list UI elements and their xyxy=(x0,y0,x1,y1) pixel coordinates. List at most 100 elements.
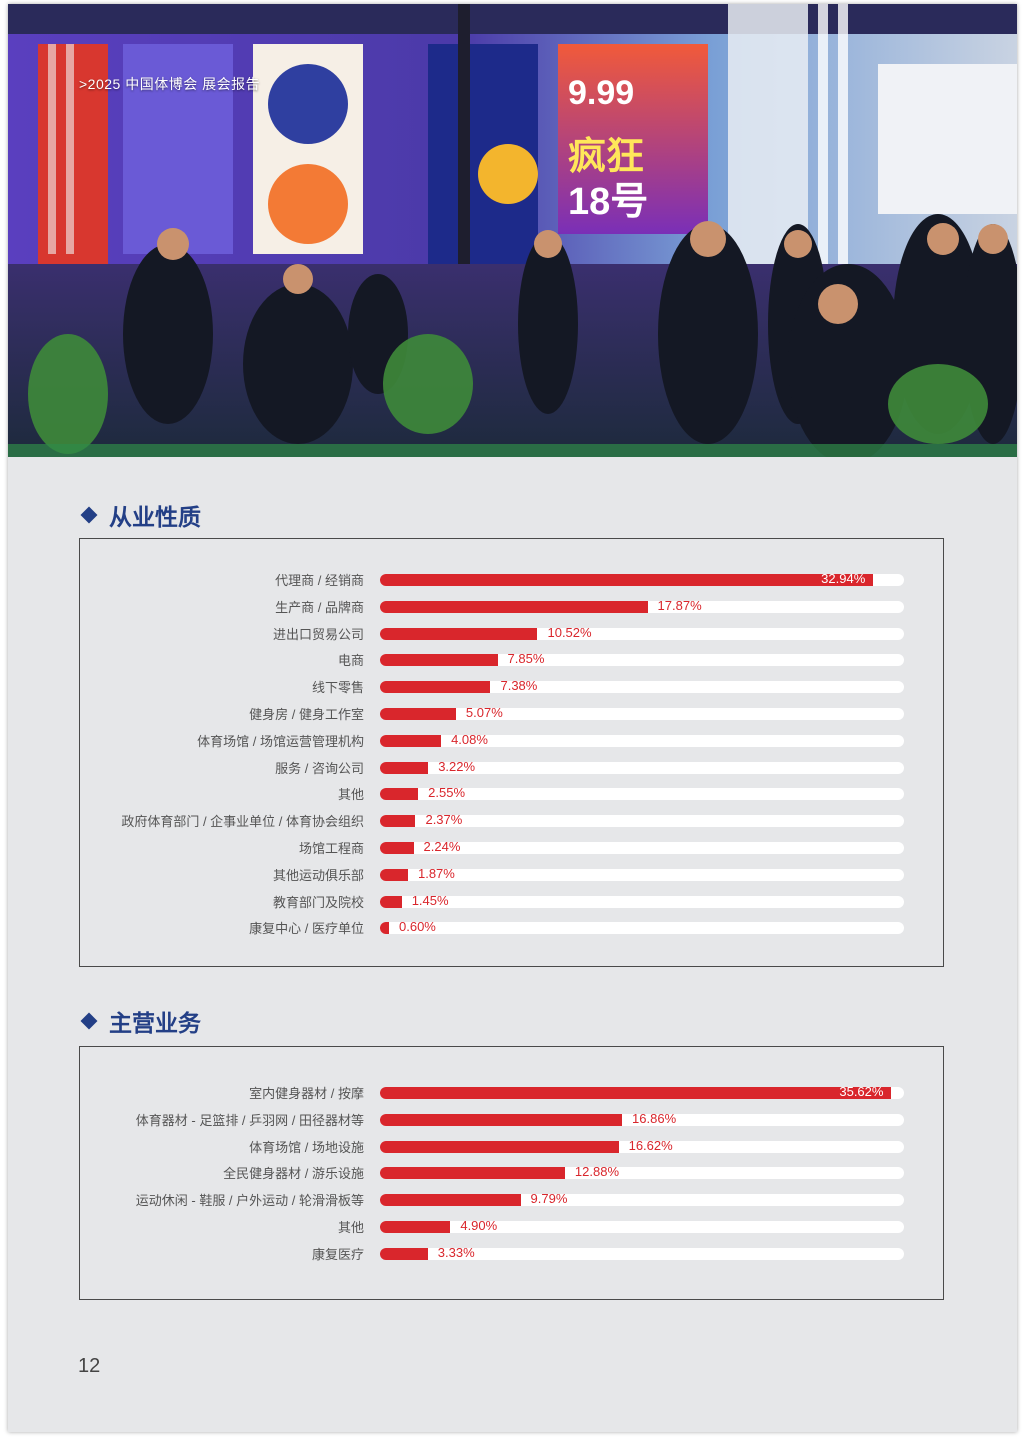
bar-track: 7.38% xyxy=(380,678,904,694)
sign-text-b: 疯狂 xyxy=(568,136,644,178)
bar-row: 体育场馆 / 场馆运营管理机构 4.08% xyxy=(80,731,945,749)
bar xyxy=(380,895,402,908)
bar-row: 体育器材 - 足篮排 / 乒羽网 / 田径器材等 16.86% xyxy=(80,1110,945,1128)
bar xyxy=(380,681,491,694)
bar-row: 运动休闲 - 鞋服 / 户外运动 / 轮滑滑板等 9.79% xyxy=(80,1191,945,1209)
bar xyxy=(380,708,456,720)
bar-value-label: 7.38% xyxy=(500,678,538,694)
bar xyxy=(380,1140,619,1153)
bar-track: 5.07% xyxy=(380,705,904,720)
bar xyxy=(380,1087,892,1099)
bar-value-label: 2.37% xyxy=(425,812,463,828)
bar-track: 12.88% xyxy=(380,1164,904,1180)
bar-row: 康复中心 / 医疗单位 0.60% xyxy=(80,919,945,937)
bar-value-label: 1.45% xyxy=(411,892,449,908)
bar-row: 代理商 / 经销商 32.94% xyxy=(80,571,945,588)
section-title-business: 主营业务 xyxy=(80,1004,201,1038)
sign-text-a: 9.99 xyxy=(568,74,634,112)
bar xyxy=(380,1221,451,1233)
bar xyxy=(380,1194,521,1207)
bar-category-label: 康复中心 / 医疗单位 xyxy=(249,921,364,937)
bar-category-label: 健身房 / 健身工作室 xyxy=(249,707,364,722)
bar xyxy=(380,815,416,828)
bar xyxy=(380,1167,565,1180)
bar-category-label: 康复医疗 xyxy=(311,1246,364,1262)
bar-row: 其他 2.55% xyxy=(80,785,945,803)
expo-hall-photo: 9.99 疯狂 18号 >2025 中国体博会 展会报告 xyxy=(8,4,1017,457)
bar xyxy=(380,868,408,881)
bar xyxy=(380,654,498,667)
bar xyxy=(380,574,874,586)
business-bar-chart: 室内健身器材 / 按摩 35.62% 体育器材 - 足篮排 / 乒羽网 / 田径器材… xyxy=(79,1046,944,1300)
bar-track: 2.55% xyxy=(380,785,904,801)
section-title-industry-text: 从业性质 xyxy=(109,504,201,530)
diamond-icon xyxy=(80,1012,98,1030)
bar-value-label: 1.87% xyxy=(417,865,455,881)
section-title-business-text: 主营业务 xyxy=(109,1010,201,1036)
bar-row: 其他运动俱乐部 1.87% xyxy=(80,865,945,883)
bar-value-label: 35.62% xyxy=(839,1084,884,1099)
bar-value-label: 3.33% xyxy=(437,1244,475,1260)
bar-track: 3.33% xyxy=(380,1244,904,1260)
bar-track: 35.62% xyxy=(380,1084,904,1099)
bar-category-label: 全民健身器材 / 游乐设施 xyxy=(223,1166,364,1182)
sign-text-c: 18号 xyxy=(568,181,648,223)
bar-row: 体育场馆 / 场地设施 16.62% xyxy=(80,1137,945,1155)
page-number: 12 xyxy=(78,1355,101,1377)
bar-category-label: 其他 xyxy=(337,787,364,803)
bar-row: 生产商 / 品牌商 17.87% xyxy=(80,598,945,615)
bar xyxy=(380,761,429,774)
bar-category-label: 室内健身器材 / 按摩 xyxy=(249,1086,364,1101)
bar-row: 服务 / 咨询公司 3.22% xyxy=(80,759,945,776)
bar-row: 教育部门及院校 1.45% xyxy=(80,892,945,910)
bar-track: 2.37% xyxy=(380,812,904,828)
bar-value-label: 0.60% xyxy=(399,919,436,935)
bar-row: 全民健身器材 / 游乐设施 12.88% xyxy=(80,1164,945,1182)
bar-row: 康复医疗 3.33% xyxy=(80,1244,945,1262)
bar-value-label: 16.62% xyxy=(628,1137,673,1153)
bar-track: 32.94% xyxy=(380,571,904,586)
bar-category-label: 生产商 / 品牌商 xyxy=(275,599,364,615)
bar-category-label: 线下零售 xyxy=(311,680,364,696)
bar xyxy=(380,788,419,801)
bar-track: 4.90% xyxy=(380,1218,904,1233)
bar-value-label: 16.86% xyxy=(632,1110,677,1126)
bar-category-label: 电商 xyxy=(337,653,364,669)
bar-value-label: 4.90% xyxy=(460,1218,498,1233)
report-page: 9.99 疯狂 18号 >2025 中国体博会 展会报告 从业性质 代理商 / … xyxy=(8,4,1017,1432)
bar-category-label: 政府体育部门 / 企事业单位 / 体育协会组织 xyxy=(121,814,364,830)
bar-row: 线下零售 7.38% xyxy=(80,678,945,696)
bar-value-label: 10.52% xyxy=(547,624,592,640)
expo-photo-illustration: 9.99 疯狂 18号 xyxy=(8,4,1017,457)
bar-value-label: 32.94% xyxy=(821,571,866,586)
bar-track: 17.87% xyxy=(380,598,904,613)
bar-track: 7.85% xyxy=(380,651,904,667)
bar xyxy=(380,1247,428,1260)
bar-row: 进出口贸易公司 10.52% xyxy=(80,624,945,642)
bar-category-label: 服务 / 咨询公司 xyxy=(275,760,364,776)
section-title-industry: 从业性质 xyxy=(80,498,201,532)
bar xyxy=(380,600,648,613)
bar-row: 政府体育部门 / 企事业单位 / 体育协会组织 2.37% xyxy=(80,812,945,830)
bar-row: 场馆工程商 2.24% xyxy=(80,839,945,856)
bar-category-label: 代理商 / 经销商 xyxy=(275,573,364,588)
bar-value-label: 4.08% xyxy=(451,731,488,747)
bar xyxy=(380,734,442,747)
bar-track: 3.22% xyxy=(380,759,904,774)
bar-value-label: 12.88% xyxy=(574,1164,619,1180)
bar-category-label: 进出口贸易公司 xyxy=(272,626,364,642)
bar-row: 健身房 / 健身工作室 5.07% xyxy=(80,705,945,722)
bar-category-label: 其他运动俱乐部 xyxy=(272,867,364,883)
bar-value-label: 2.55% xyxy=(428,785,466,801)
bar-row: 室内健身器材 / 按摩 35.62% xyxy=(80,1084,945,1101)
bar-category-label: 场馆工程商 xyxy=(298,841,364,856)
bar-row: 电商 7.85% xyxy=(80,651,945,669)
bar xyxy=(380,842,414,854)
bar-category-label: 教育部门及院校 xyxy=(272,894,364,910)
bar-track: 1.45% xyxy=(380,892,904,908)
bar-category-label: 其他 xyxy=(337,1220,364,1235)
bar-value-label: 2.24% xyxy=(423,839,461,854)
industry-bar-chart: 代理商 / 经销商 32.94% 生产商 / 品牌商 17.87% 进出口贸易公司 10.… xyxy=(79,538,944,967)
bar-category-label: 运动休闲 - 鞋服 / 户外运动 / 轮滑滑板等 xyxy=(135,1193,364,1209)
bar-category-label: 体育器材 - 足篮排 / 乒羽网 / 田径器材等 xyxy=(135,1112,364,1128)
